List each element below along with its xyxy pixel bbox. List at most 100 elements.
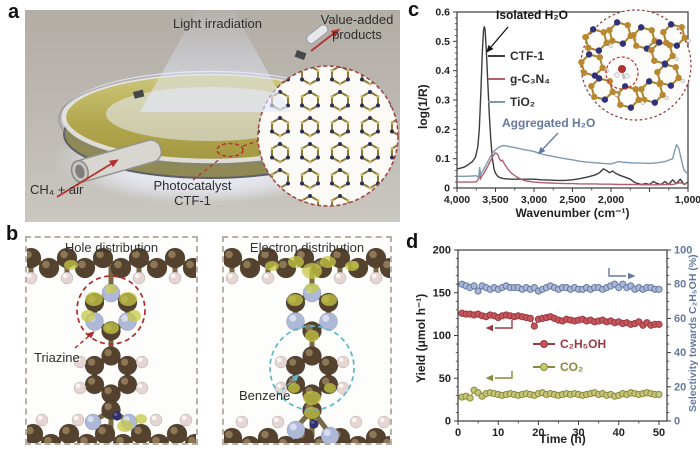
atom-highlight bbox=[263, 273, 269, 279]
c-legend-row-ctf1: CTF-1 bbox=[488, 49, 550, 63]
d-left-axis-label: Yield (μmol h⁻¹) bbox=[414, 293, 428, 383]
x-tick-label: 50 bbox=[653, 427, 665, 439]
atom-highlight bbox=[104, 403, 112, 411]
atom-highlight bbox=[26, 426, 34, 435]
yield-selectivity-chart: 0 10 20 30 40 50 0 50 100 150 200 0 20 40 60 80 100 bbox=[433, 245, 693, 440]
inset-leader-line bbox=[242, 139, 262, 147]
x-tick-label: 2,000 bbox=[598, 194, 624, 206]
inset-atom bbox=[648, 27, 655, 34]
data-point-C₂H₅OH bbox=[530, 322, 538, 330]
y-tick-label: 0.1 bbox=[435, 153, 450, 165]
y-tick-label: 0.6 bbox=[435, 7, 450, 19]
atom-highlight bbox=[297, 250, 305, 259]
atom-highlight bbox=[96, 250, 104, 259]
atom-H bbox=[135, 355, 149, 369]
atom-highlight bbox=[75, 383, 81, 389]
inset-atom bbox=[648, 46, 655, 54]
inset-atom bbox=[582, 33, 589, 41]
triazine-label: Triazine bbox=[34, 350, 80, 365]
drifts-spectra-chart: 4,000 3,500 3,000 2,500 2,000 1,000 0 0.1 0.2 0.3… bbox=[435, 7, 700, 207]
inset-h-atom bbox=[664, 95, 669, 100]
atom-C bbox=[318, 355, 339, 376]
feed-arrow-head bbox=[109, 159, 119, 168]
atom-H bbox=[369, 271, 383, 285]
atom-highlight bbox=[338, 383, 344, 389]
inset-atom bbox=[661, 61, 669, 68]
atom-N bbox=[112, 411, 122, 421]
inset-atom bbox=[599, 64, 606, 72]
atom-highlight bbox=[42, 260, 50, 269]
d-right-axis-label: Selectivity towards C₂H₅OH (%) bbox=[687, 254, 699, 412]
ctf-inset-border bbox=[257, 65, 399, 207]
inset-atom bbox=[651, 57, 658, 64]
products-arrow-head bbox=[330, 28, 341, 38]
inset-atom bbox=[619, 40, 627, 47]
atom-H bbox=[73, 381, 87, 395]
y-right-tick-label: 60 bbox=[674, 313, 686, 325]
atom-C bbox=[117, 374, 138, 395]
atom-highlight bbox=[88, 377, 96, 385]
water-hydrogen-atom bbox=[624, 73, 630, 79]
spectrum-TiO₂ bbox=[457, 143, 689, 179]
isolated-water-arrow bbox=[490, 26, 509, 48]
y-tick-label: 0 bbox=[444, 183, 450, 195]
atom-H bbox=[132, 271, 146, 285]
isolated-water-arrow-head bbox=[486, 44, 494, 53]
atom-H bbox=[168, 271, 182, 285]
atom-highlight bbox=[170, 273, 176, 279]
inset-atom bbox=[655, 39, 663, 46]
atom-H bbox=[336, 381, 350, 395]
atom-highlight bbox=[113, 412, 118, 417]
inset-atom bbox=[632, 86, 639, 93]
charge-isosurface bbox=[305, 283, 319, 293]
panel-c-spectra: 4,000 3,500 3,000 2,500 2,000 1,000 0 0.1 0.2 0.3… bbox=[400, 0, 700, 225]
inset-atom bbox=[624, 22, 631, 29]
inlet-tube bbox=[70, 139, 163, 184]
isolated-water-annotation: Isolated H₂O bbox=[496, 8, 569, 22]
charge-isosurface bbox=[303, 391, 321, 405]
inset-atom bbox=[681, 34, 688, 42]
x-tick-label: 10 bbox=[492, 427, 504, 439]
atom-highlight bbox=[24, 250, 32, 259]
atom-highlight bbox=[98, 426, 106, 435]
atom-C bbox=[74, 257, 96, 279]
inset-atom bbox=[591, 72, 599, 79]
atom-highlight bbox=[338, 357, 344, 363]
atom-highlight bbox=[279, 260, 287, 269]
atom-highlight bbox=[273, 417, 279, 423]
charge-isosurface bbox=[103, 322, 119, 334]
atom-H bbox=[336, 355, 350, 369]
co2-marker-sample bbox=[533, 363, 555, 371]
atom-C bbox=[285, 355, 306, 376]
y-right-tick-label: 0 bbox=[674, 416, 680, 428]
inset-atom bbox=[606, 26, 613, 34]
atom-H bbox=[179, 413, 193, 427]
atom-highlight bbox=[104, 387, 112, 395]
ethanol-legend-label: C₂H₅OH bbox=[560, 337, 607, 351]
inset-atom bbox=[578, 58, 585, 66]
tio2-line-sample bbox=[488, 101, 505, 103]
atom-C bbox=[84, 355, 105, 376]
charge-isosurface bbox=[345, 261, 359, 271]
charge-isosurface bbox=[324, 383, 336, 393]
hole-distribution-title: Hole distribution bbox=[64, 240, 159, 255]
atom-highlight bbox=[121, 358, 129, 366]
charge-isosurface bbox=[117, 420, 133, 432]
inset-atom bbox=[609, 37, 616, 44]
d-legend-row-co2: CO₂ bbox=[533, 360, 583, 374]
inset-atom bbox=[613, 19, 621, 26]
ctf1-line-sample bbox=[488, 55, 505, 57]
y-left-tick-label: 100 bbox=[433, 330, 451, 342]
y-right-tick-label: 20 bbox=[674, 381, 686, 393]
atom-C bbox=[58, 423, 80, 445]
y-right-tick-label: 80 bbox=[674, 279, 686, 291]
atom-highlight bbox=[383, 260, 391, 269]
inset-atom bbox=[589, 26, 597, 33]
c-x-axis-label: Wavenumber (cm⁻¹) bbox=[515, 206, 630, 220]
x-tick-label: 2,500 bbox=[559, 194, 585, 206]
atom-highlight bbox=[310, 420, 315, 425]
y-tick-label: 0.4 bbox=[435, 65, 450, 77]
atom-highlight bbox=[323, 429, 331, 437]
gc3n4-legend-label: g-C₃N₄ bbox=[510, 72, 550, 86]
atom-highlight bbox=[121, 314, 129, 322]
